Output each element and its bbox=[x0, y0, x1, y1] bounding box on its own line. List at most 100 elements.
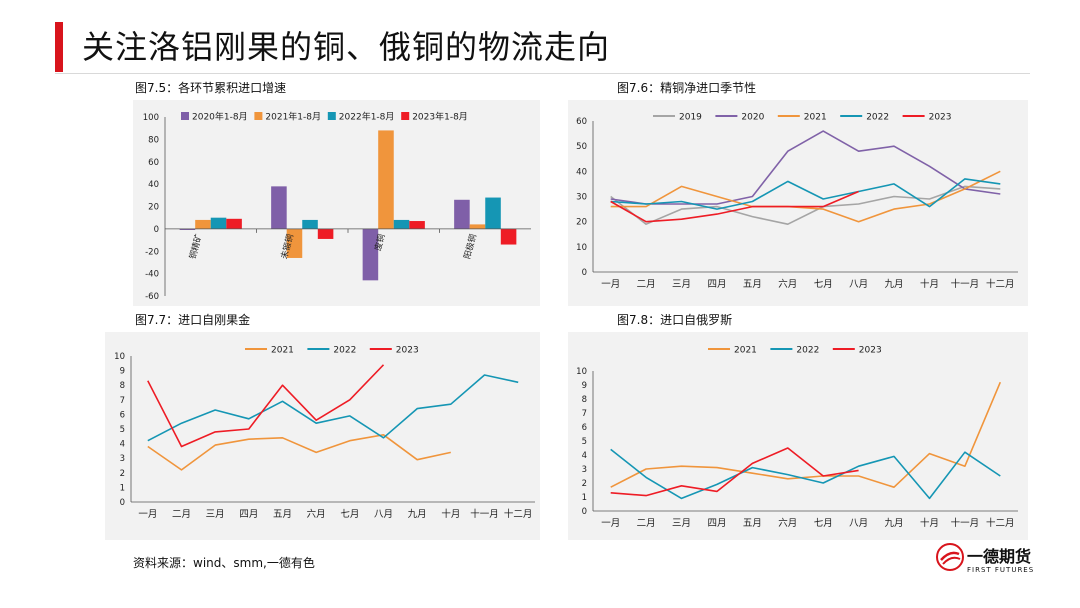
x-tick-label: 七月 bbox=[814, 279, 833, 290]
legend-label-2: 2023 bbox=[859, 346, 882, 356]
x-tick-label: 九月 bbox=[885, 517, 904, 529]
y-tick-label: 50 bbox=[576, 142, 587, 152]
x-tick-label: 十一月 bbox=[951, 517, 980, 529]
legend-label-1: 2022 bbox=[333, 346, 356, 356]
y-tick-label: -60 bbox=[145, 292, 159, 302]
y-tick-label: 0 bbox=[582, 268, 587, 278]
x-tick-label: 八月 bbox=[849, 279, 868, 290]
legend-swatch-2 bbox=[327, 112, 336, 120]
bar-废铜-2021年1-8月 bbox=[378, 130, 394, 229]
x-tick-label: 十二月 bbox=[986, 278, 1015, 290]
legend-label-2: 2022年1-8月 bbox=[339, 111, 395, 123]
y-tick-label: 3 bbox=[582, 465, 587, 475]
title-divider bbox=[55, 73, 1030, 74]
x-tick-label: 五月 bbox=[743, 279, 762, 290]
category-label: 阳极铜 bbox=[462, 233, 479, 260]
legend-swatch-1 bbox=[254, 112, 263, 120]
bar-铜精矿-2023年1-8月 bbox=[226, 218, 242, 229]
series-line-2023 bbox=[610, 447, 859, 497]
legend-label-2: 2021 bbox=[804, 113, 827, 123]
series-line-2021 bbox=[610, 381, 1002, 488]
x-tick-label: 七月 bbox=[340, 509, 359, 520]
y-tick-label: 4 bbox=[582, 451, 587, 461]
y-tick-label: 9 bbox=[120, 367, 125, 377]
y-tick-label: -20 bbox=[145, 247, 159, 257]
y-tick-label: 7 bbox=[582, 409, 587, 419]
legend-label-1: 2020 bbox=[741, 113, 764, 123]
source-note: 资料来源：wind、smm,一德有色 bbox=[133, 556, 315, 570]
legend-label-1: 2021年1-8月 bbox=[265, 111, 321, 123]
x-tick-label: 二月 bbox=[637, 518, 656, 529]
y-tick-label: 8 bbox=[582, 395, 587, 405]
series-line-2022 bbox=[147, 374, 519, 442]
chart-1-panel: 100 80 60 40 20 0 -20 -40 -60 铜精矿 未锻铜 废铜 阳极铜 2020年1-8… bbox=[133, 100, 540, 306]
logo-mark-icon bbox=[936, 543, 964, 571]
x-tick-label: 三月 bbox=[672, 279, 691, 290]
bar-铜精矿-2021年1-8月 bbox=[195, 219, 211, 229]
y-tick-label: 80 bbox=[148, 135, 159, 145]
y-tick-label: 100 bbox=[143, 113, 159, 123]
series-line-2019 bbox=[610, 185, 1001, 225]
x-tick-label: 一月 bbox=[601, 279, 620, 290]
x-tick-label: 九月 bbox=[408, 508, 427, 520]
x-tick-label: 九月 bbox=[885, 278, 904, 290]
chart-3-panel: 10 9 8 7 6 5 4 3 2 1 0 一月 二月 三月 四月 五月 六月 七月 八月 九月 十月 十一月 十二月 20… bbox=[105, 332, 540, 540]
bar-阳极铜-2023年1-8月 bbox=[500, 228, 517, 245]
y-tick-label: 8 bbox=[120, 381, 125, 391]
bar-阳极铜-2022年1-8月 bbox=[485, 197, 501, 229]
x-tick-label: 四月 bbox=[707, 518, 726, 529]
legend-label-2: 2023 bbox=[396, 346, 419, 356]
legend-label-3: 2022 bbox=[866, 113, 889, 123]
y-tick-label: 2 bbox=[120, 469, 125, 479]
x-tick-label: 十一月 bbox=[470, 508, 499, 520]
y-tick-label: -40 bbox=[145, 270, 159, 280]
y-tick-label: 4 bbox=[120, 440, 125, 450]
x-tick-label: 一月 bbox=[601, 518, 620, 529]
x-tick-label: 五月 bbox=[273, 509, 292, 520]
x-tick-label: 六月 bbox=[307, 508, 326, 520]
bar-未锻铜-2023年1-8月 bbox=[317, 228, 334, 239]
x-tick-label: 八月 bbox=[849, 518, 868, 529]
y-tick-label: 0 bbox=[154, 225, 159, 235]
y-tick-label: 20 bbox=[148, 203, 159, 213]
y-tick-label: 9 bbox=[582, 381, 587, 391]
y-tick-label: 7 bbox=[120, 396, 125, 406]
logo-subtext: FIRST FUTURES bbox=[967, 566, 1035, 574]
legend-label-0: 2019 bbox=[679, 113, 702, 123]
x-tick-label: 六月 bbox=[778, 278, 797, 290]
series-line-2020 bbox=[610, 130, 1001, 205]
legend-label-0: 2021 bbox=[271, 346, 294, 356]
y-tick-label: 60 bbox=[576, 117, 587, 127]
legend-swatch-0 bbox=[181, 112, 189, 120]
series-line-2023 bbox=[610, 190, 859, 223]
x-tick-label: 十二月 bbox=[504, 508, 533, 520]
x-tick-label: 四月 bbox=[239, 509, 258, 520]
y-tick-label: 30 bbox=[576, 193, 587, 203]
bar-未锻铜-2020年1-8月 bbox=[271, 186, 287, 229]
y-tick-label: 40 bbox=[576, 167, 587, 177]
bar-未锻铜-2022年1-8月 bbox=[302, 219, 318, 229]
x-tick-label: 四月 bbox=[707, 279, 726, 290]
bar-铜精矿-2020年1-8月 bbox=[179, 228, 196, 230]
bar-未锻铜-2021年1-8月 bbox=[286, 228, 303, 258]
series-line-2021 bbox=[147, 434, 451, 471]
chart-2-label: 图7.6：精铜净进口季节性 bbox=[617, 81, 757, 95]
x-tick-label: 六月 bbox=[778, 517, 797, 529]
company-logo: 一德期货 FIRST FUTURES bbox=[935, 540, 1045, 582]
x-tick-label: 一月 bbox=[138, 509, 157, 520]
series-line-2022 bbox=[610, 448, 1001, 500]
bar-阳极铜-2021年1-8月 bbox=[469, 224, 486, 229]
y-tick-label: 10 bbox=[576, 243, 587, 253]
logo-text: 一德期货 bbox=[967, 547, 1032, 566]
x-tick-label: 十月 bbox=[441, 508, 460, 520]
y-tick-label: 40 bbox=[148, 180, 159, 190]
y-tick-label: 10 bbox=[576, 367, 587, 377]
y-tick-label: 3 bbox=[120, 454, 125, 464]
bar-废铜-2023年1-8月 bbox=[409, 221, 425, 229]
y-tick-label: 10 bbox=[114, 352, 125, 362]
y-tick-label: 0 bbox=[582, 507, 587, 517]
legend-label-0: 2021 bbox=[734, 346, 757, 356]
chart-4-label: 图7.8：进口自俄罗斯 bbox=[617, 313, 733, 327]
legend-label-1: 2022 bbox=[796, 346, 819, 356]
